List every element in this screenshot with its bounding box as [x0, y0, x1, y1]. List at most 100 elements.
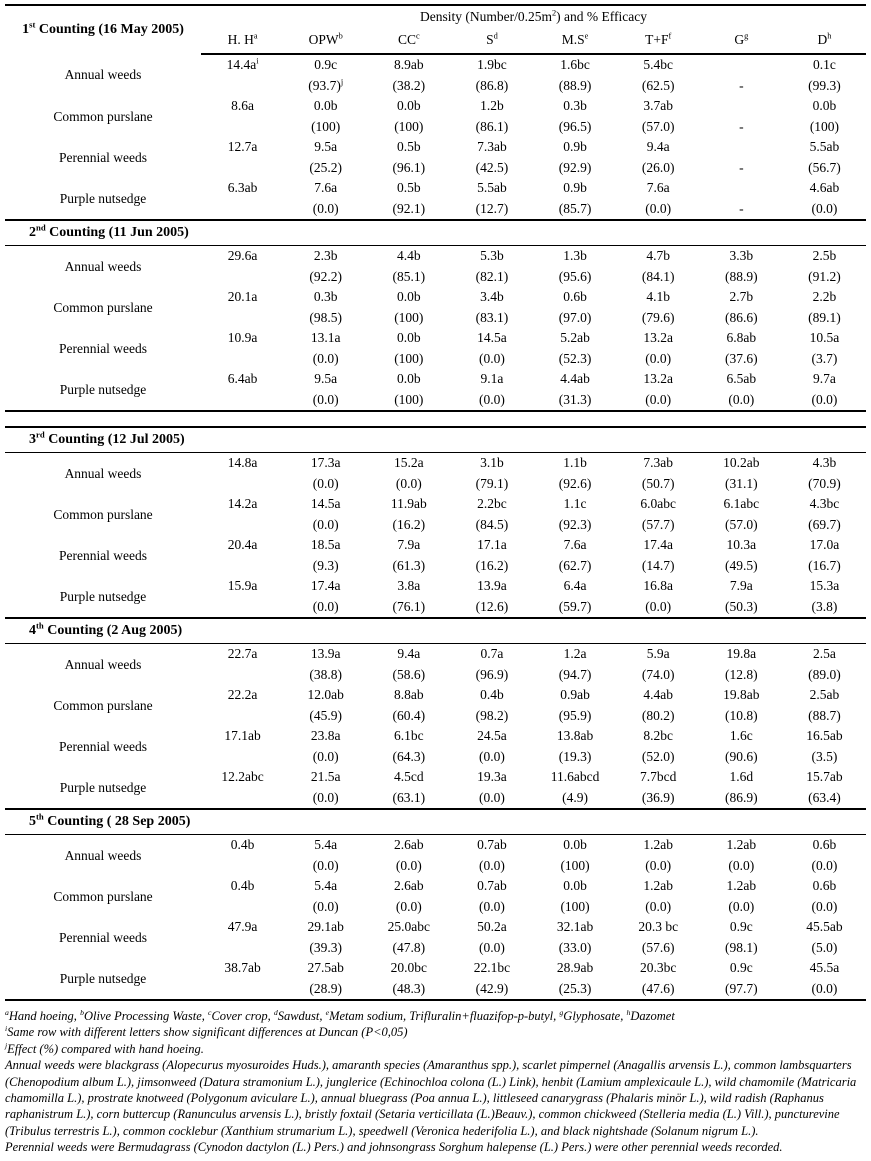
data-cell: 9.4a (26.0) — [617, 137, 700, 178]
data-cell: 8.6a — [201, 96, 284, 137]
density-value: 3.4b — [480, 289, 504, 304]
density-value: 12.0ab — [307, 687, 344, 702]
density-value: 22.2a — [227, 687, 258, 702]
efficacy-value: (57.0) — [725, 516, 758, 532]
table-row: Perennial weeds 12.7a 9.5a (25.2) 0.5b (96.1)… — [5, 137, 866, 178]
density-value: 3.3b — [729, 248, 754, 263]
table-row: Annual weeds 22.7a 13.9a (38.8) 9.4a (58.6) 0.… — [5, 644, 866, 686]
efficacy-value: (92.3) — [558, 516, 592, 532]
efficacy-value: (31.3) — [558, 391, 592, 407]
density-value: 3.7ab — [643, 98, 673, 113]
density-value: 0.6b — [563, 289, 587, 304]
data-cell: 6.4a (59.7) — [533, 576, 617, 619]
data-cell: 1.1c (92.3) — [534, 494, 617, 535]
efficacy-value: (0.0) — [645, 898, 672, 914]
row-label: Annual weeds — [64, 67, 142, 82]
table-row: Purple nutsedge 12.2abc 21.5a (0.0) 4.5cd (63… — [5, 767, 866, 810]
density-value: 0.9c — [729, 919, 753, 934]
density-value: 0.3b — [313, 289, 338, 304]
density-value: 8.6a — [231, 98, 254, 113]
row-label: Annual weeds — [64, 656, 142, 672]
density-value: 1.6d — [729, 769, 754, 784]
counting-title: 1st Counting (16 May 2005) — [22, 19, 184, 37]
density-value: 7.3ab — [477, 139, 507, 154]
density-value: 0.0b — [313, 98, 338, 113]
data-cell: 13.2a (0.0) — [617, 328, 700, 369]
efficacy-value: (0.0) — [645, 598, 672, 614]
efficacy-value: (47.6) — [641, 980, 675, 996]
data-cell: 0.0b (100) — [367, 369, 451, 412]
data-cell: 1.2ab (0.0) — [617, 876, 700, 917]
data-cell: 0.0b (100) — [284, 96, 367, 137]
data-cell: 28.9ab (25.3) — [533, 958, 617, 1001]
density-value: 13.1a — [310, 330, 341, 345]
data-cell: 9.1a (0.0) — [450, 369, 534, 412]
density-value: 0.0b — [563, 837, 587, 852]
efficacy-value: (0.0) — [312, 857, 339, 873]
row-label: Perennial weeds — [58, 738, 148, 754]
density-value: 9.5a — [314, 139, 338, 154]
row-label: Common purslane — [53, 697, 153, 713]
density-value: 7.6a — [563, 537, 587, 552]
data-cell: 0.4b (98.2) — [450, 685, 533, 726]
efficacy-value: (94.7) — [558, 666, 592, 682]
density-value: 29.1ab — [307, 919, 344, 934]
efficacy-value — [201, 747, 284, 768]
section-title: 5th Counting ( 28 Sep 2005) — [5, 809, 866, 835]
efficacy-value: (61.3) — [392, 557, 426, 573]
density-value: 20.3bc — [640, 960, 677, 975]
efficacy-value: (57.7) — [641, 516, 675, 532]
efficacy-value: (45.9) — [309, 707, 342, 723]
density-value: 32.1ab — [556, 919, 594, 934]
efficacy-value: (0.0) — [728, 857, 755, 873]
density-value: 3.1b — [480, 455, 504, 470]
data-cell: 17.4a (0.0) — [284, 576, 368, 619]
table-row: Annual weeds 29.6a 2.3b (92.2) 4.4b (85.1) 5.3… — [5, 246, 866, 288]
efficacy-value: (26.0) — [641, 159, 675, 175]
efficacy-value: (0.0) — [811, 857, 838, 873]
density-value: 13.9a — [310, 646, 341, 661]
table-row: Common purslane 8.6a 0.0b (100) 0.0b (100) 1.2… — [5, 96, 866, 137]
efficacy-value: (0.0) — [645, 857, 672, 873]
efficacy-value — [201, 308, 284, 329]
density-value: 45.5ab — [806, 919, 843, 934]
data-cell: 1.2b (86.1) — [450, 96, 533, 137]
data-cell: 6.0abc (57.7) — [617, 494, 700, 535]
efficacy-value: (0.0) — [395, 857, 422, 873]
data-cell: 17.3a (0.0) — [284, 453, 367, 495]
data-cell: 0.9ab (95.9) — [534, 685, 617, 726]
data-cell: 5.2ab (52.3) — [534, 328, 617, 369]
table-row: Perennial weeds 17.1ab 23.8a (0.0) 6.1bc (64.… — [5, 726, 866, 767]
data-cell: - — [700, 54, 783, 96]
data-cell: 0.3b (98.5) — [284, 287, 367, 328]
density-value: 27.5ab — [307, 960, 344, 975]
density-value: 14.2a — [227, 496, 258, 511]
density-value: 6.5ab — [726, 371, 757, 386]
data-cell: 0.9c (98.1) — [700, 917, 783, 958]
efficacy-value: - — [739, 159, 744, 175]
data-cell: 24.5a (0.0) — [450, 726, 533, 767]
density-value: 1.2ab — [643, 878, 673, 893]
efficacy-value: (0.0) — [479, 391, 505, 407]
data-cell: 23.8a (0.0) — [284, 726, 367, 767]
efficacy-value: (100) — [560, 857, 590, 873]
data-cell: 8.2bc (52.0) — [617, 726, 700, 767]
spacer-row — [5, 411, 866, 428]
data-cell: 4.7b (84.1) — [617, 246, 700, 288]
data-cell: 10.2ab (31.1) — [700, 453, 783, 495]
data-cell: 0.3b (96.5) — [534, 96, 617, 137]
data-cell: 32.1ab (33.0) — [534, 917, 617, 958]
density-value: 0.0b — [397, 371, 421, 386]
data-cell: 19.3a (0.0) — [450, 767, 534, 810]
efficacy-value: (86.1) — [475, 118, 509, 134]
data-cell: 4.4ab (31.3) — [533, 369, 617, 412]
data-cell: 20.3bc (47.6) — [616, 958, 700, 1001]
data-cell: 4.5cd (63.1) — [367, 767, 451, 810]
header-row-treatments: H. Ha OPWb CCc Sd M.Se T+Ff Gg Dh — [5, 27, 866, 55]
density-value: 14.4ai — [226, 56, 259, 72]
efficacy-value: (56.7) — [808, 159, 841, 175]
header-row-density: 1st Counting (16 May 2005) Density (Numbe… — [5, 5, 866, 37]
data-cell: 20.1a — [201, 287, 284, 328]
density-value: 12.2abc — [221, 769, 264, 784]
efficacy-value — [201, 117, 284, 138]
